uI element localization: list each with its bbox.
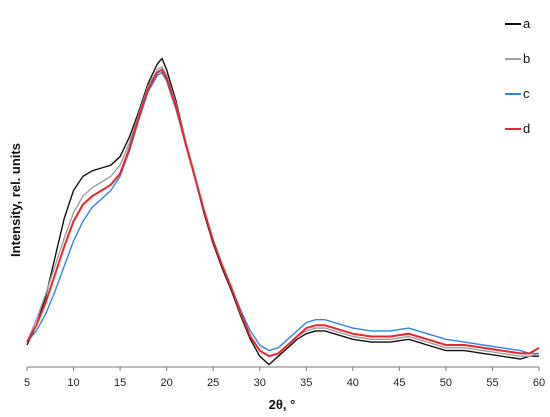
legend: a b c d bbox=[505, 16, 531, 136]
x-tick-label: 20 bbox=[161, 377, 173, 389]
series-line-c bbox=[26, 71, 539, 355]
x-tick-label: 35 bbox=[300, 377, 312, 389]
x-tick-label: 55 bbox=[486, 377, 498, 389]
x-tick-label: 40 bbox=[347, 377, 359, 389]
legend-label-a: a bbox=[523, 16, 531, 31]
legend-label-b: b bbox=[523, 51, 530, 66]
series-group bbox=[26, 57, 540, 366]
series-line-d bbox=[26, 68, 540, 358]
legend-label-c: c bbox=[523, 86, 530, 101]
x-tick-label: 50 bbox=[440, 377, 452, 389]
x-tick-label: 60 bbox=[533, 377, 545, 389]
x-tick-label: 45 bbox=[393, 377, 405, 389]
x-tick-label: 10 bbox=[67, 377, 79, 389]
legend-label-d: d bbox=[523, 121, 530, 136]
series-line-a bbox=[26, 57, 539, 366]
x-tick-label: 30 bbox=[254, 377, 266, 389]
x-axis-ticks: 5 10 15 20 25 30 35 40 45 50 55 60 bbox=[24, 367, 545, 389]
y-axis-title: Intensity, rel. units bbox=[8, 143, 23, 257]
x-tick-label: 15 bbox=[114, 377, 126, 389]
series-line-b bbox=[26, 66, 540, 357]
plot-area: 5 10 15 20 25 30 35 40 45 50 55 60 bbox=[24, 57, 545, 389]
x-tick-label: 5 bbox=[24, 377, 30, 389]
x-axis-title: 2θ, ° bbox=[269, 397, 296, 412]
x-tick-label: 25 bbox=[207, 377, 219, 389]
